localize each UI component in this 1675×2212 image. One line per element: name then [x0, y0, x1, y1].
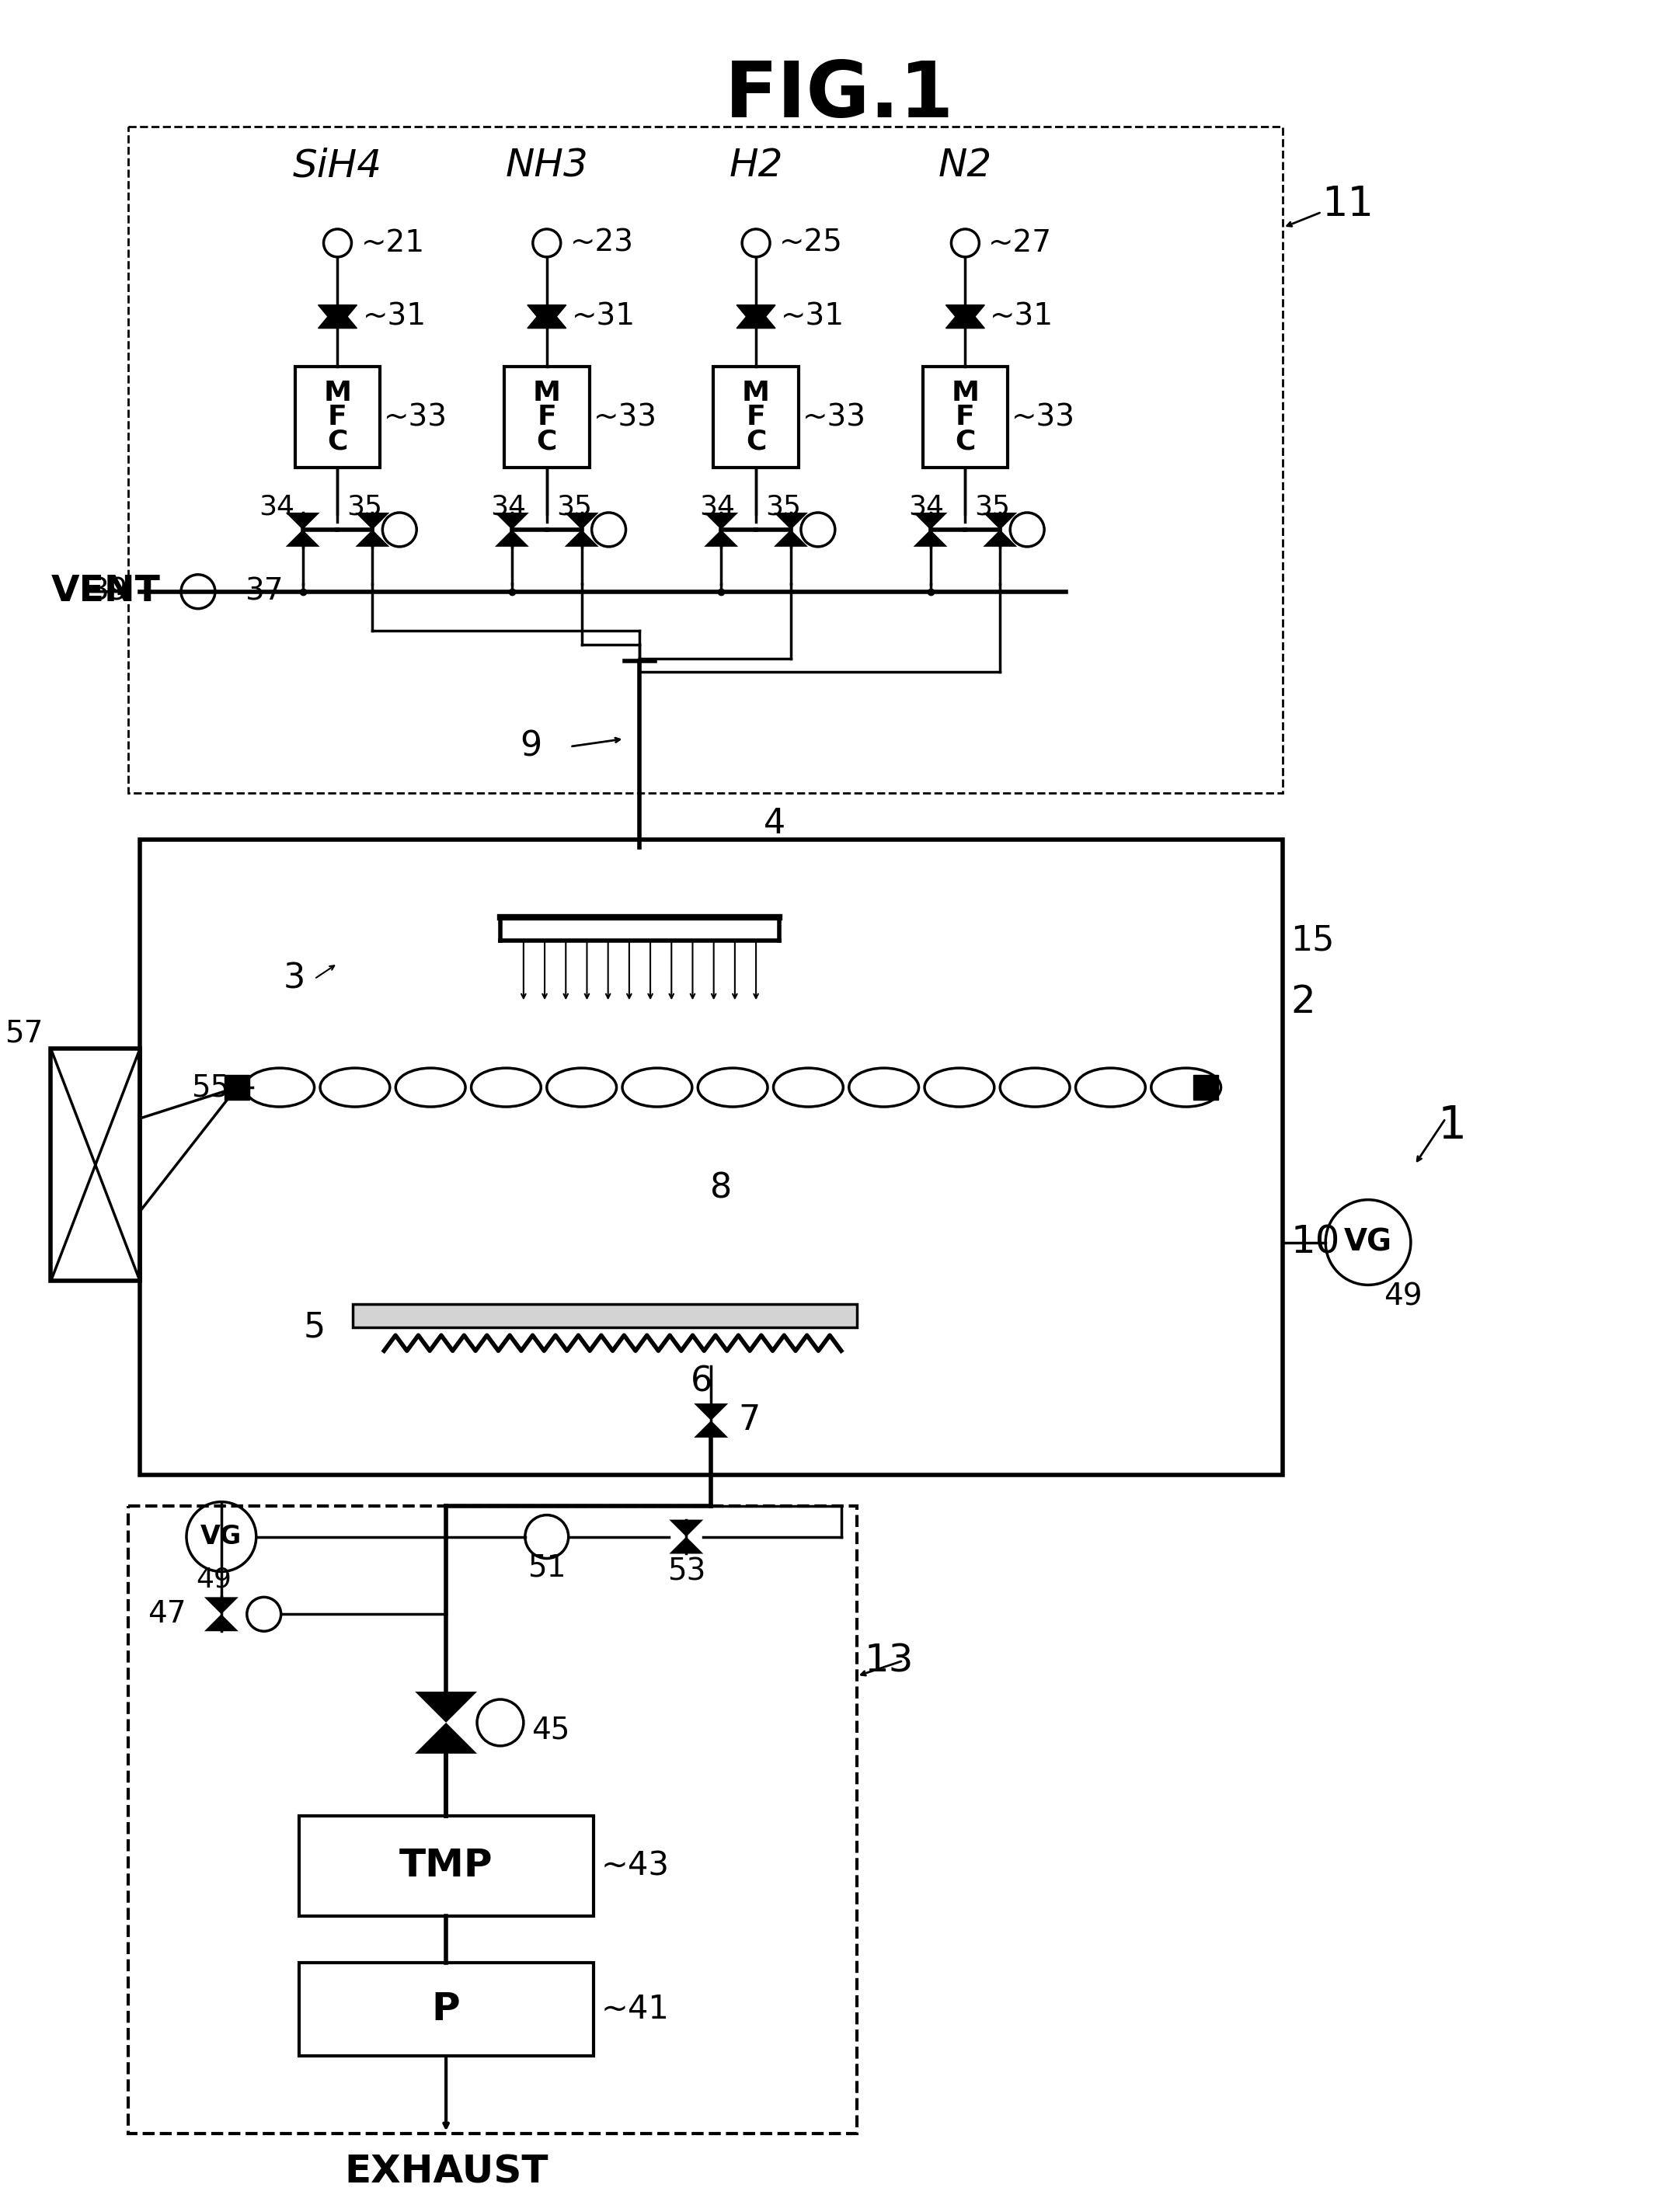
Text: 51: 51 [528, 1553, 566, 1582]
Text: 35: 35 [556, 493, 591, 520]
Text: 34: 34 [260, 493, 295, 520]
Text: ~33: ~33 [593, 403, 657, 431]
Polygon shape [355, 529, 390, 546]
Text: M
F
C: M F C [533, 380, 561, 456]
Text: N2: N2 [938, 146, 992, 184]
Text: SiH4: SiH4 [293, 146, 382, 184]
Text: 37: 37 [245, 577, 283, 606]
Polygon shape [946, 305, 985, 327]
Text: 2: 2 [1291, 984, 1315, 1020]
Polygon shape [946, 305, 985, 327]
Polygon shape [204, 1597, 238, 1615]
Text: 8: 8 [710, 1172, 732, 1206]
Text: ~31: ~31 [781, 301, 844, 332]
Text: VG: VG [1343, 1228, 1392, 1256]
Polygon shape [737, 305, 776, 327]
Text: 6: 6 [690, 1365, 714, 1398]
Text: 34: 34 [700, 493, 735, 520]
Text: 7: 7 [739, 1405, 760, 1438]
Text: ~31: ~31 [362, 301, 425, 332]
Polygon shape [494, 513, 529, 529]
Polygon shape [415, 1723, 477, 1754]
Text: FIG.1: FIG.1 [725, 58, 955, 133]
Polygon shape [983, 529, 1017, 546]
Text: M
F
C: M F C [951, 380, 980, 456]
Polygon shape [528, 305, 566, 327]
Text: ~23: ~23 [570, 228, 633, 259]
Polygon shape [670, 1537, 704, 1553]
Text: 39: 39 [90, 577, 129, 606]
Text: ~31: ~31 [571, 301, 635, 332]
Polygon shape [913, 513, 948, 529]
Polygon shape [774, 513, 807, 529]
Text: 34: 34 [491, 493, 526, 520]
Text: ~25: ~25 [779, 228, 843, 259]
Text: ~33: ~33 [802, 403, 866, 431]
Text: EXHAUST: EXHAUST [343, 2152, 548, 2190]
Text: ~21: ~21 [360, 228, 424, 259]
Polygon shape [564, 513, 598, 529]
Text: M
F
C: M F C [742, 380, 770, 456]
Text: ~33: ~33 [1012, 403, 1075, 431]
Text: 49: 49 [1384, 1281, 1422, 1312]
Text: ~27: ~27 [988, 228, 1052, 259]
Polygon shape [774, 529, 807, 546]
Polygon shape [693, 1402, 729, 1420]
Text: 49: 49 [196, 1566, 231, 1593]
Polygon shape [355, 513, 390, 529]
Polygon shape [204, 1615, 238, 1630]
Text: NH3: NH3 [506, 146, 588, 184]
Text: VENT: VENT [50, 575, 161, 608]
Polygon shape [494, 529, 529, 546]
Text: 1: 1 [1437, 1104, 1467, 1148]
Text: ~43: ~43 [601, 1849, 670, 1882]
Text: ~33: ~33 [384, 403, 447, 431]
Polygon shape [983, 513, 1017, 529]
Text: 5: 5 [303, 1312, 325, 1345]
Text: ~41: ~41 [601, 1993, 670, 2026]
Text: 15: 15 [1291, 925, 1335, 958]
Polygon shape [286, 513, 320, 529]
Text: 11: 11 [1322, 184, 1373, 223]
Text: TMP: TMP [399, 1847, 492, 1885]
FancyBboxPatch shape [353, 1305, 856, 1327]
Text: 53: 53 [667, 1557, 705, 1586]
Text: 10: 10 [1291, 1223, 1340, 1261]
Polygon shape [286, 529, 320, 546]
Polygon shape [913, 529, 948, 546]
Text: M
F
C: M F C [323, 380, 352, 456]
Text: H2: H2 [729, 146, 782, 184]
Text: 35: 35 [975, 493, 1010, 520]
Text: 35: 35 [765, 493, 801, 520]
Text: P: P [432, 1991, 461, 2028]
Polygon shape [693, 1420, 729, 1438]
Polygon shape [704, 513, 739, 529]
Text: 35: 35 [347, 493, 382, 520]
Polygon shape [415, 1692, 477, 1723]
Text: 3: 3 [283, 962, 305, 995]
Text: 9: 9 [521, 730, 543, 763]
Polygon shape [528, 305, 566, 327]
Polygon shape [737, 305, 776, 327]
Text: 47: 47 [147, 1599, 186, 1628]
Text: 13: 13 [864, 1641, 915, 1679]
Text: 57: 57 [5, 1018, 44, 1048]
Text: 4: 4 [764, 807, 786, 841]
Text: ~31: ~31 [990, 301, 1054, 332]
FancyBboxPatch shape [224, 1075, 250, 1099]
Text: 55: 55 [191, 1073, 229, 1102]
Polygon shape [318, 305, 357, 327]
Polygon shape [670, 1520, 704, 1537]
Polygon shape [318, 305, 357, 327]
FancyBboxPatch shape [1193, 1075, 1218, 1099]
Polygon shape [704, 529, 739, 546]
Polygon shape [564, 529, 598, 546]
Text: 45: 45 [531, 1717, 570, 1745]
Text: VG: VG [201, 1524, 241, 1551]
Text: 34: 34 [908, 493, 945, 520]
